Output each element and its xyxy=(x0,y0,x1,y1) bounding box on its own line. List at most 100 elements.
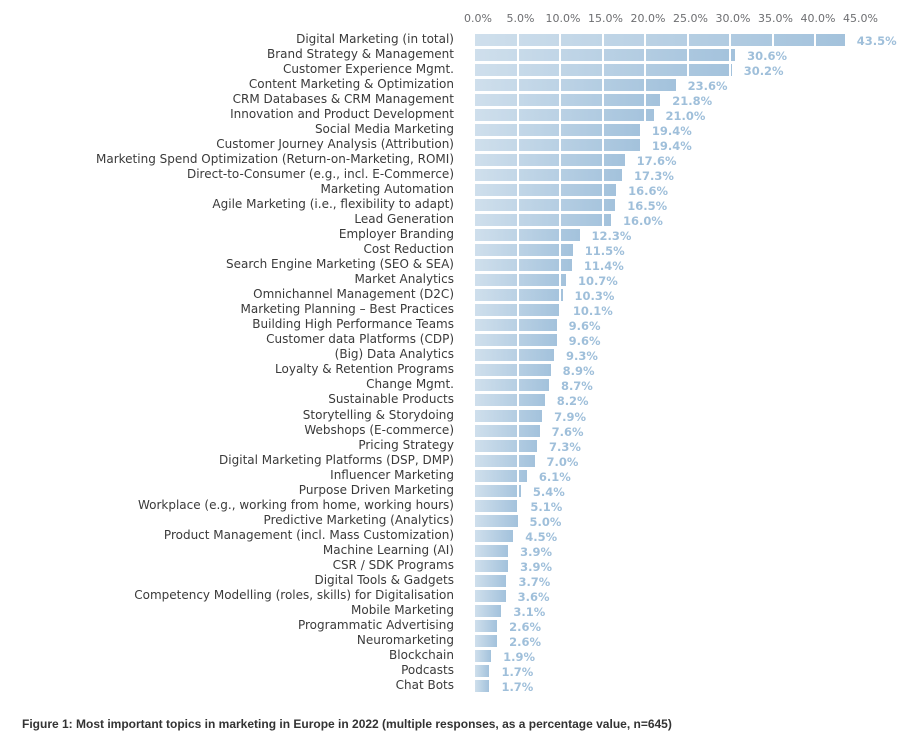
value-label: 10.1% xyxy=(572,304,613,319)
gridline xyxy=(686,34,689,46)
category-label: Marketing Planning – Best Practices xyxy=(240,302,454,317)
gridline xyxy=(644,34,646,46)
gridline xyxy=(516,139,519,152)
gridline xyxy=(601,94,604,107)
category-label: CSR / SDK Programs xyxy=(332,557,454,572)
category-label: Change Mgmt. xyxy=(366,377,454,392)
category-label: Predictive Marketing (Analytics) xyxy=(263,512,454,527)
value-label: 10.3% xyxy=(574,289,615,304)
x-tick-label: 5.0% xyxy=(506,12,535,25)
value-label: 3.7% xyxy=(518,574,551,589)
gridline xyxy=(601,109,604,122)
gridline xyxy=(559,94,561,107)
value-label: 11.4% xyxy=(583,259,624,274)
value-label: 5.0% xyxy=(529,514,562,529)
gridline xyxy=(559,34,561,46)
value-label: 21.8% xyxy=(672,94,713,109)
gridline xyxy=(559,109,561,122)
value-label: 1.7% xyxy=(501,679,534,694)
gridline xyxy=(516,124,519,137)
gridline xyxy=(644,64,646,77)
value-label: 9.3% xyxy=(566,349,598,364)
bar xyxy=(475,664,490,677)
gridline xyxy=(516,469,519,482)
gridline xyxy=(644,79,646,92)
category-label: Cost Reduction xyxy=(363,242,454,257)
bar xyxy=(475,124,640,137)
value-label: 7.6% xyxy=(551,424,584,439)
gridline xyxy=(516,319,519,332)
gridline xyxy=(559,64,561,77)
value-label: 30.6% xyxy=(747,49,787,64)
x-tick-label: 40.0% xyxy=(800,12,836,25)
gridline xyxy=(814,34,816,46)
x-tick-label: 30.0% xyxy=(715,12,751,25)
gridline xyxy=(601,214,604,227)
gridline xyxy=(516,304,519,317)
gridline xyxy=(516,364,519,377)
figure-caption: Figure 1: Most important topics in marke… xyxy=(22,717,672,731)
bar xyxy=(475,619,498,632)
value-label: 1.9% xyxy=(503,649,536,664)
bar xyxy=(475,79,676,92)
gridline xyxy=(516,79,519,92)
bar xyxy=(475,424,540,437)
category-label: Purpose Driven Marketing xyxy=(298,482,454,497)
value-label: 23.6% xyxy=(687,79,728,94)
gridline xyxy=(516,424,519,437)
value-label: 10.7% xyxy=(577,274,618,289)
gridline xyxy=(516,94,519,107)
category-label: Competency Modelling (roles, skills) for… xyxy=(134,587,454,602)
category-label: Webshops (E-commerce) xyxy=(304,422,454,437)
category-label: Blockchain xyxy=(389,647,454,662)
bar xyxy=(475,499,519,512)
category-label: Customer Journey Analysis (Attribution) xyxy=(216,137,454,152)
gridline xyxy=(559,124,561,137)
category-label: Brand Strategy & Management xyxy=(266,47,454,62)
category-label: Product Management (incl. Mass Customiza… xyxy=(163,527,454,542)
gridline xyxy=(559,244,561,257)
x-tick-label: 0.0% xyxy=(464,12,492,25)
gridline xyxy=(559,274,561,287)
bar xyxy=(475,154,625,167)
gridline xyxy=(559,49,561,62)
gridline xyxy=(559,259,561,272)
gridline xyxy=(771,34,774,46)
bar xyxy=(475,379,549,392)
bar xyxy=(475,184,617,197)
category-label: Lead Generation xyxy=(354,212,454,227)
gridline xyxy=(516,454,519,467)
category-label: Omnichannel Management (D2C) xyxy=(253,287,454,302)
category-label: Customer data Platforms (CDP) xyxy=(266,332,454,347)
x-tick-label: 10.0% xyxy=(545,12,581,25)
category-label: Neuromarketing xyxy=(356,632,454,647)
gridline xyxy=(601,79,604,92)
gridline xyxy=(516,184,519,197)
category-label: Workplace (e.g., working from home, work… xyxy=(137,497,454,512)
category-label: Loyalty & Retention Programs xyxy=(275,362,454,377)
category-label: Innovation and Product Development xyxy=(230,107,454,122)
value-label: 16.6% xyxy=(628,184,668,199)
x-tick-label: 45.0% xyxy=(843,12,878,25)
gridline xyxy=(559,79,561,92)
bar xyxy=(475,334,557,347)
value-label: 1.7% xyxy=(501,664,534,679)
bar xyxy=(475,244,573,257)
category-label: Pricing Strategy xyxy=(358,437,454,452)
bar xyxy=(475,34,845,46)
gridline xyxy=(559,304,561,317)
gridline xyxy=(686,64,689,77)
gridline xyxy=(516,214,519,227)
category-label: Agile Marketing (i.e., flexibility to ad… xyxy=(212,197,454,212)
bar xyxy=(475,109,654,122)
gridline xyxy=(601,199,604,212)
gridline xyxy=(559,184,561,197)
gridline xyxy=(601,49,604,62)
gridline xyxy=(516,259,519,272)
bar-chart: 0.0% 5.0% 10.0% 15.0% 20.0% 25.0% 30.0% 35.0% 40… xyxy=(96,12,897,694)
category-label: Programmatic Advertising xyxy=(297,617,454,632)
bar xyxy=(475,139,640,152)
value-label: 17.6% xyxy=(636,154,677,169)
gridline xyxy=(516,349,519,362)
value-label: 19.4% xyxy=(651,124,692,139)
